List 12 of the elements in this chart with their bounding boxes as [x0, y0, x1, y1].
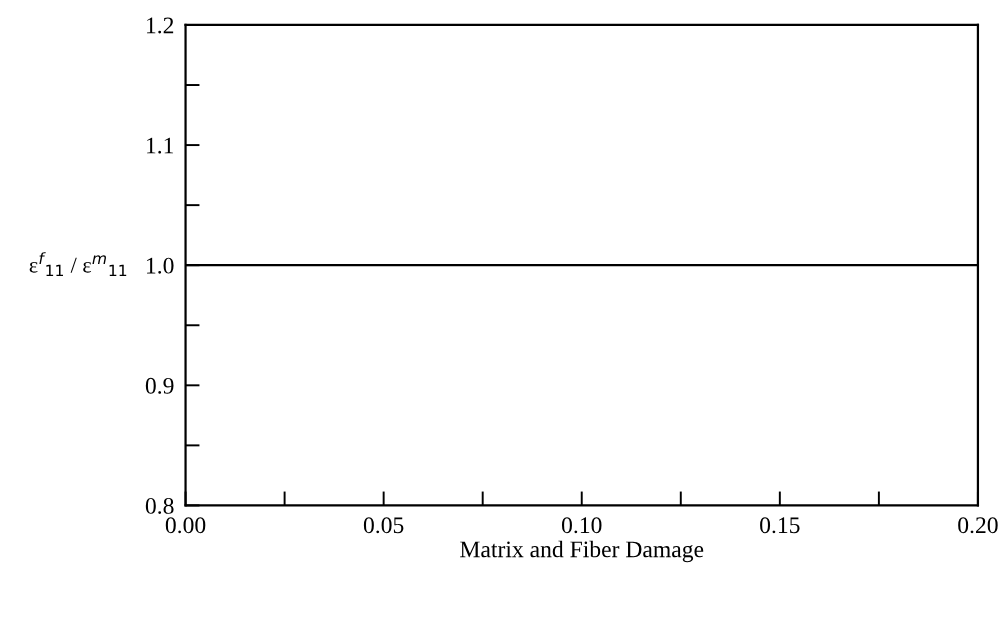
x-tick-label: 0.05	[363, 517, 404, 534]
x-tick-label: 0.00	[165, 517, 206, 534]
x-tick-label: 0.20	[958, 517, 998, 534]
x-tick-label: 0.15	[760, 517, 800, 534]
y-tick-label: 0.8	[145, 497, 174, 514]
y-axis-title: ε$^{f}$$_{11}$ / ε$^{m}$$_{11}$	[29, 252, 127, 277]
y-tick-label: 1.1	[147, 137, 174, 154]
x-tick-label: 0.10	[561, 517, 602, 534]
y-tick-label: 1.0	[147, 257, 174, 274]
y-tick-label: 0.9	[145, 377, 174, 394]
y-tick-label: 1.2	[147, 17, 174, 34]
x-axis-title: Matrix and Fiber Damage	[460, 540, 704, 563]
